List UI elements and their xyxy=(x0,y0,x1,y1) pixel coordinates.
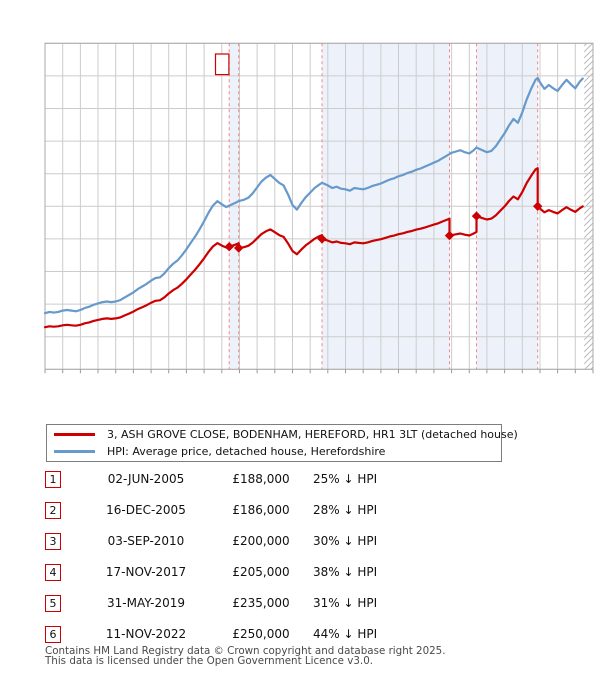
copyright-footer: Contains HM Land Registry data © Crown c… xyxy=(45,646,565,666)
chart-legend: 3, ASH GROVE CLOSE, BODENHAM, HEREFORD, … xyxy=(46,424,518,462)
sale-date: 02-JUN-2005 xyxy=(107,472,185,486)
legend-label-hpi: HPI: Average price, detached house, Here… xyxy=(107,445,386,458)
sale-number-badge: 4 xyxy=(45,564,61,581)
sale-price: £205,000 xyxy=(232,565,290,579)
table-row: 3 03-SEP-2010 £200,000 30% ↓ HPI xyxy=(45,533,465,551)
sale-marker-diamond xyxy=(224,242,234,252)
sale-vs-hpi: 30% ↓ HPI xyxy=(313,534,378,548)
sale-number-badge: 1 xyxy=(45,471,61,488)
sale-price: £200,000 xyxy=(232,534,290,548)
sale-marker-diamond xyxy=(444,230,455,241)
sale-number-badge: 6 xyxy=(45,626,61,643)
sale-number-badge: 5 xyxy=(45,595,61,612)
sale-date: 31-MAY-2019 xyxy=(106,596,185,610)
legend-entry-price-paid: 3, ASH GROVE CLOSE, BODENHAM, HEREFORD, … xyxy=(47,426,518,443)
footer-line-1: Contains HM Land Registry data © Crown c… xyxy=(45,645,446,657)
chart-canvas xyxy=(43,42,594,374)
sale-marker-diamond xyxy=(533,201,543,211)
legend-label-price-paid: 3, ASH GROVE CLOSE, BODENHAM, HEREFORD, … xyxy=(107,428,518,441)
sale-marker-diamond xyxy=(317,234,327,244)
sales-table: 1 02-JUN-2005 £188,000 25% ↓ HPI 2 16-DE… xyxy=(45,471,465,643)
sale-vs-hpi: 28% ↓ HPI xyxy=(313,503,378,517)
sale-price: £188,000 xyxy=(232,472,290,486)
table-row: 4 17-NOV-2017 £205,000 38% ↓ HPI xyxy=(45,564,465,582)
legend-entry-hpi: HPI: Average price, detached house, Here… xyxy=(47,443,501,460)
footer-line-2: This data is licensed under the Open Gov… xyxy=(45,655,374,667)
sale-vs-hpi: 44% ↓ HPI xyxy=(313,627,378,641)
sale-marker-diamond xyxy=(471,211,482,221)
table-row: 1 02-JUN-2005 £188,000 25% ↓ HPI xyxy=(45,471,465,489)
sale-number-box xyxy=(214,53,230,76)
sale-number-badge: 3 xyxy=(45,533,61,550)
sale-date: 03-SEP-2010 xyxy=(107,534,185,548)
legend-line-sample-blue xyxy=(54,450,95,453)
table-row: 2 16-DEC-2005 £186,000 28% ↓ HPI xyxy=(45,502,465,520)
sale-vs-hpi: 38% ↓ HPI xyxy=(313,565,378,579)
table-row: 6 11-NOV-2022 £250,000 44% ↓ HPI xyxy=(45,626,465,644)
sale-date: 17-NOV-2017 xyxy=(105,565,187,579)
sale-price: £235,000 xyxy=(232,596,290,610)
legend-line-sample-red xyxy=(54,433,95,436)
sale-vs-hpi: 25% ↓ HPI xyxy=(313,472,378,486)
sale-date: 11-NOV-2022 xyxy=(105,627,187,641)
sale-vs-hpi: 31% ↓ HPI xyxy=(313,596,378,610)
sale-marker-diamond xyxy=(234,243,244,253)
sale-date: 16-DEC-2005 xyxy=(106,503,186,517)
sale-price: £250,000 xyxy=(232,627,290,641)
sale-number-badge: 2 xyxy=(45,502,61,519)
series-line xyxy=(43,76,584,315)
price-chart xyxy=(43,42,594,374)
sale-price: £186,000 xyxy=(232,503,290,517)
table-row: 5 31-MAY-2019 £235,000 31% ↓ HPI xyxy=(45,595,465,613)
